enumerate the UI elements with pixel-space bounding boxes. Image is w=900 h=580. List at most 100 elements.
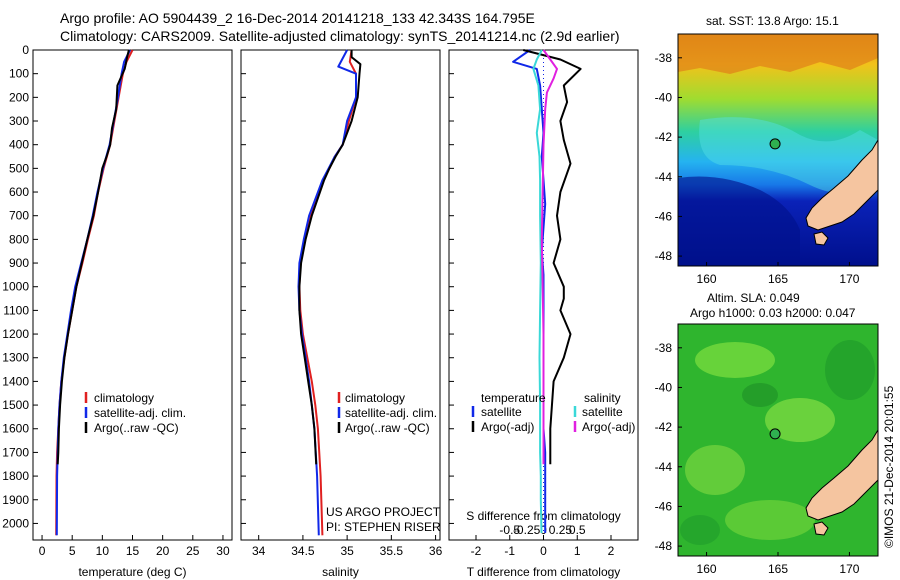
y-tick-label: 1200 [2,327,29,341]
y-tick-label: 700 [9,209,29,223]
y-tick-label: 1900 [2,493,29,507]
map-x-tick-label: 160 [697,562,717,576]
top-x-tick-label: 0.25 [549,523,573,537]
y-tick-label: 500 [9,161,29,175]
salinity-plot: 34 34.5 35 35.5 36 salinity [241,49,443,579]
map-y-tick-label: -44 [655,170,673,184]
y-tick-label: 1300 [2,351,29,365]
new-zealand-land [805,429,878,521]
map-y-tick-label: -38 [655,51,673,65]
top-x-axis-label: S difference from climatology [466,509,621,523]
map-x-tick-label: 170 [839,562,859,576]
y-tick-label: 1100 [3,303,29,317]
y-tick-label: 800 [9,232,29,246]
x-tick-label: 5 [69,544,76,558]
sla-patch [725,500,815,540]
map-x-tick-label: 165 [768,272,788,286]
project-annotation-line2: PI: STEPHEN RISER [326,520,441,534]
sla-argo-marker [769,428,781,440]
sst-argo-marker [769,138,781,150]
x-tick-label: 10 [96,544,110,558]
x-axis-label: salinity [322,565,359,579]
series-line-s-argo [540,49,558,465]
sla-patch [695,342,775,378]
legend-label-climatology: climatology [94,391,154,405]
y-tick-label: 100 [9,67,29,81]
series-line-t-argo [523,49,582,465]
temperature-plot: 0 5 10 15 20 25 30 temperature (deg C) 0 100 200 30… [2,43,230,579]
x-axis-label: temperature (deg C) [78,565,186,579]
difference-plot: -2 -1 0 1 2 T difference from climatology -0.5… [449,49,621,579]
map-y-tick-label: -46 [655,499,673,513]
legend-title-temperature: temperature [481,391,546,405]
x-tick-label: 1 [574,544,581,558]
y-tick-label: 1000 [2,280,29,294]
sst-map-axes: 160 165 170 -38 -40 -42 -44 -46 -48 [655,51,860,286]
y-tick-label: 400 [9,138,29,152]
y-tick-label: 200 [9,90,29,104]
x-tick-label: 35 [340,544,354,558]
sla-patch [765,398,835,442]
y-tick-label: 0 [22,43,29,57]
stewart-island-land [813,231,829,246]
top-x-tick-label: -0.25 [513,523,541,537]
y-tick-label: 1700 [2,445,29,459]
x-tick-label: 25 [186,544,200,558]
map-x-tick-label: 160 [697,272,717,286]
x-tick-label: 34.5 [291,544,315,558]
legend-label-satellite: satellite-adj. clim. [94,406,186,420]
sst-warm-patch [678,34,878,74]
legend-label-t-satellite: satellite [481,405,522,419]
x-tick-label: 35.5 [380,544,404,558]
x-tick-label: 0 [39,544,46,558]
legend-label-climatology: climatology [345,391,405,405]
stewart-island-land [813,521,829,536]
map-y-tick-label: -42 [655,420,673,434]
y-tick-label: 300 [9,114,29,128]
map-y-tick-label: -38 [655,341,673,355]
x-tick-label: -2 [471,544,482,558]
legend-label-satellite: satellite-adj. clim. [345,406,437,420]
sst-deep-cold [678,176,800,266]
legend-label-s-argo: Argo(-adj) [582,420,635,434]
sla-patch [685,445,745,495]
y-tick-label: 900 [9,256,29,270]
difference-legend: temperature salinity satellite Argo(-adj… [471,391,635,434]
map-y-tick-label: -40 [655,380,673,394]
top-x-tick-label: -0.5 [499,523,520,537]
temperature-legend: climatology satellite-adj. clim. Argo(..… [84,391,186,435]
salinity-plot-frame [240,49,441,541]
legend-title-salinity: salinity [584,391,621,405]
map-x-tick-label: 165 [768,562,788,576]
sla-patch [742,383,778,407]
x-tick-label: 30 [216,544,230,558]
y-tick-label: 2000 [2,516,29,530]
series-line-s-satellite [532,49,543,533]
map-y-tick-label: -48 [655,539,673,553]
x-tick-label: 15 [126,544,140,558]
map-x-tick-label: 170 [839,272,859,286]
sla-patch [680,515,720,545]
map-y-tick-label: -48 [655,249,673,263]
map-y-tick-label: -40 [655,90,673,104]
x-tick-label: -1 [504,544,515,558]
sla-patch [825,340,875,400]
top-x-tick-label: 0.5 [569,523,586,537]
legend-label-argo: Argo(..raw -QC) [94,421,179,435]
sla-map-title-line2: Argo h1000: 0.03 h2000: 0.047 [690,306,856,320]
legend-label-argo: Argo(..raw -QC) [345,421,430,435]
x-tick-label: 36 [429,544,443,558]
y-tick-label: 1500 [2,398,29,412]
salinity-legend: climatology satellite-adj. clim. Argo(..… [326,391,441,534]
x-axis-label: T difference from climatology [467,565,621,579]
series-line-argo-raw-qc [298,50,362,465]
y-tick-label: 600 [9,185,29,199]
new-zealand-land [805,139,878,231]
sst-map-title: sat. SST: 13.8 Argo: 15.1 [706,14,839,28]
x-tick-label: 34 [252,544,266,558]
y-tick-label: 1800 [2,469,29,483]
map-y-tick-label: -46 [655,209,673,223]
map-y-tick-label: -42 [655,130,673,144]
sst-cold-tongue [699,117,878,194]
